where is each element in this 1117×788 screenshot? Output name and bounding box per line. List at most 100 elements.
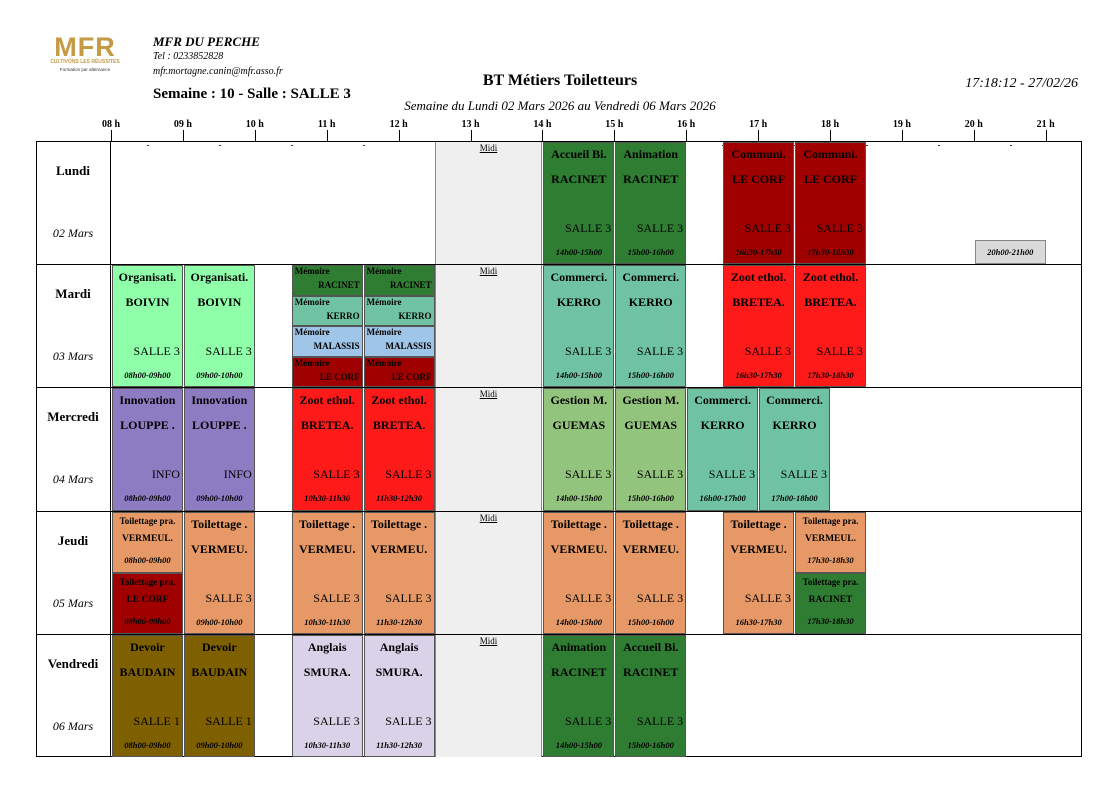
course-block[interactable]: Toilettage . VERMEU. SALLE 3 16h30-17h30: [723, 511, 795, 634]
course-time: 16h30-17h30: [735, 616, 782, 627]
course-title: Toilettage .: [370, 516, 428, 531]
course-block[interactable]: Gestion M. GUEMAS SALLE 3 14h00-15h00: [543, 388, 615, 511]
course-block[interactable]: Mémoire MALASSIS: [291, 326, 363, 357]
course-block[interactable]: Mémoire MALASSIS: [363, 326, 435, 357]
course-title: Zoot ethol.: [371, 393, 427, 408]
hour-label: 10 h: [245, 119, 264, 130]
course-block[interactable]: Toilettage pra. RACINET 17h30-18h30: [795, 572, 866, 634]
course-block[interactable]: Mémoire KERRO: [291, 295, 363, 327]
course-block[interactable]: Animation RACINET SALLE 3 15h00-16h00: [615, 142, 687, 265]
course-title: Mémoire: [366, 266, 402, 277]
course-block[interactable]: Gestion M. GUEMAS SALLE 3 15h00-16h00: [615, 388, 687, 511]
course-block[interactable]: Mémoire RACINET: [291, 265, 363, 296]
hour-tick: [542, 130, 544, 141]
course-block[interactable]: Mémoire LE CORF: [291, 356, 363, 388]
course-time: 14h00-15h00: [555, 616, 602, 627]
course-block[interactable]: Commerci. KERRO SALLE 3 16h00-17h00: [687, 388, 759, 511]
course-block[interactable]: Accueil Bi. RACINET SALLE 3 15h00-16h00: [615, 634, 687, 757]
lunch-cell: [435, 634, 542, 757]
course-room: SALLE 3: [708, 467, 756, 482]
course-block[interactable]: Accueil Bi. RACINET SALLE 3 14h00-15h00: [543, 142, 615, 265]
course-time: 08h00-09h00: [124, 370, 171, 381]
course-room: INFO: [223, 467, 252, 482]
course-block[interactable]: Commerci. KERRO SALLE 3 14h00-15h00: [543, 265, 615, 388]
logo-subtext: CULTIVONS LES RÉUSSITES: [50, 59, 120, 65]
midi-label: Midi: [479, 389, 498, 400]
course-teacher: SMURA.: [303, 664, 351, 679]
hour-label: 14 h: [533, 119, 552, 130]
course-time: 10h30-11h30: [304, 739, 351, 750]
day-name: Vendredi: [47, 655, 99, 671]
course-room: SALLE 3: [313, 467, 360, 482]
course-room: SALLE 3: [564, 467, 612, 482]
course-block[interactable]: Mémoire KERRO: [363, 295, 435, 327]
course-time: 17h30-18h30: [807, 615, 854, 626]
course-title: Innovation: [191, 393, 248, 408]
course-block[interactable]: Zoot ethol. BRETEA. SALLE 3 17h30-18h30: [795, 265, 866, 388]
course-block[interactable]: Toilettage . VERMEU. SALLE 3 09h00-10h00: [183, 511, 255, 634]
course-room: SALLE 3: [205, 590, 252, 605]
course-time: 09h00-10h00: [196, 616, 243, 627]
course-block[interactable]: Anglais SMURA. SALLE 3 10h30-11h30: [291, 634, 363, 757]
course-block[interactable]: Zoot ethol. BRETEA. SALLE 3 11h30-12h30: [363, 388, 435, 511]
course-block[interactable]: Innovation LOUPPE . INFO 09h00-10h00: [183, 388, 255, 511]
course-block[interactable]: Animation RACINET SALLE 3 14h00-15h00: [543, 634, 615, 757]
course-room: SALLE 3: [780, 467, 827, 482]
print-timestamp: 17:18:12 - 27/02/26: [965, 76, 1078, 91]
course-block[interactable]: Communi. LE CORF SALLE 3 17h30-18h30: [795, 142, 866, 265]
course-block[interactable]: Anglais SMURA. SALLE 3 11h30-12h30: [363, 634, 435, 757]
course-block[interactable]: Toilettage pra. VERMEUL. 17h30-18h30: [795, 511, 866, 573]
course-title: Mémoire: [366, 327, 402, 338]
course-block[interactable]: Toilettage . VERMEU. SALLE 3 11h30-12h30: [363, 511, 435, 634]
course-block[interactable]: 20h00-21h00: [974, 239, 1046, 265]
hour-label: 13 h: [461, 119, 480, 130]
hour-tick: [1045, 130, 1047, 141]
course-teacher: LE CORF: [803, 172, 857, 186]
row-divider: [36, 510, 1082, 512]
course-time: 14h00-15h00: [555, 493, 602, 504]
course-title: Mémoire: [366, 357, 402, 368]
course-title: Mémoire: [294, 327, 330, 338]
course-block[interactable]: Toilettage . VERMEU. SALLE 3 10h30-11h30: [291, 511, 363, 634]
course-teacher: RACINET: [623, 172, 679, 186]
course-title: Organisati.: [190, 270, 249, 285]
course-block[interactable]: Zoot ethol. BRETEA. SALLE 3 16h30-17h30: [723, 265, 795, 388]
hour-tick: [686, 130, 688, 141]
course-room: SALLE 3: [313, 590, 360, 605]
course-title: Mémoire: [294, 296, 330, 307]
course-block[interactable]: Innovation LOUPPE . INFO 08h00-09h00: [112, 388, 183, 511]
course-block[interactable]: Devoir BAUDAIN SALLE 1 08h00-09h00: [112, 634, 183, 757]
course-block[interactable]: Toilettage pra. VERMEUL. 08h00-09h00: [112, 511, 183, 573]
course-room: SALLE 3: [564, 221, 612, 235]
course-room: SALLE 3: [564, 344, 612, 359]
course-teacher: VERMEU.: [299, 541, 356, 556]
half-hour-dot: [290, 145, 293, 146]
course-block[interactable]: Mémoire LE CORF: [363, 356, 435, 388]
course-title: Zoot ethol.: [299, 393, 355, 408]
course-room: SALLE 3: [816, 344, 863, 359]
course-title: Mémoire: [294, 266, 330, 277]
course-time: 16h30-17h30: [735, 370, 782, 381]
course-block[interactable]: Organisati. BOIVIN SALLE 3 09h00-10h00: [183, 265, 255, 388]
course-block[interactable]: Toilettage . VERMEU. SALLE 3 14h00-15h00: [543, 511, 615, 634]
course-time: 16h00-17h00: [699, 493, 746, 504]
course-time: 16h30-17h30: [735, 247, 782, 257]
course-teacher: KERRO: [398, 310, 432, 321]
course-time: 10h30-11h30: [304, 616, 351, 627]
course-block[interactable]: Toilettage pra. LE CORF 08h00-09h00: [112, 572, 183, 634]
hour-label: 19 h: [892, 119, 911, 130]
course-block[interactable]: Toilettage . VERMEU. SALLE 3 15h00-16h00: [615, 511, 687, 634]
course-block[interactable]: Devoir BAUDAIN SALLE 1 09h00-10h00: [183, 634, 255, 757]
course-block[interactable]: Zoot ethol. BRETEA. SALLE 3 10h30-11h30: [291, 388, 363, 511]
course-block[interactable]: Communi. LE CORF SALLE 3 16h30-17h30: [723, 142, 795, 265]
course-time: 20h00-21h00: [987, 247, 1034, 258]
course-block[interactable]: Organisati. BOIVIN SALLE 3 08h00-09h00: [112, 265, 183, 388]
course-block[interactable]: Mémoire RACINET: [363, 265, 435, 296]
half-hour-dot: [937, 145, 940, 146]
course-room: SALLE 3: [744, 344, 792, 359]
day-date: 03 Mars: [52, 349, 94, 364]
course-block[interactable]: Commerci. KERRO SALLE 3 15h00-16h00: [615, 265, 687, 388]
hour-tick: [470, 130, 472, 141]
course-title: Toilettage pra.: [119, 576, 176, 587]
course-block[interactable]: Commerci. KERRO SALLE 3 17h00-18h00: [759, 388, 830, 511]
